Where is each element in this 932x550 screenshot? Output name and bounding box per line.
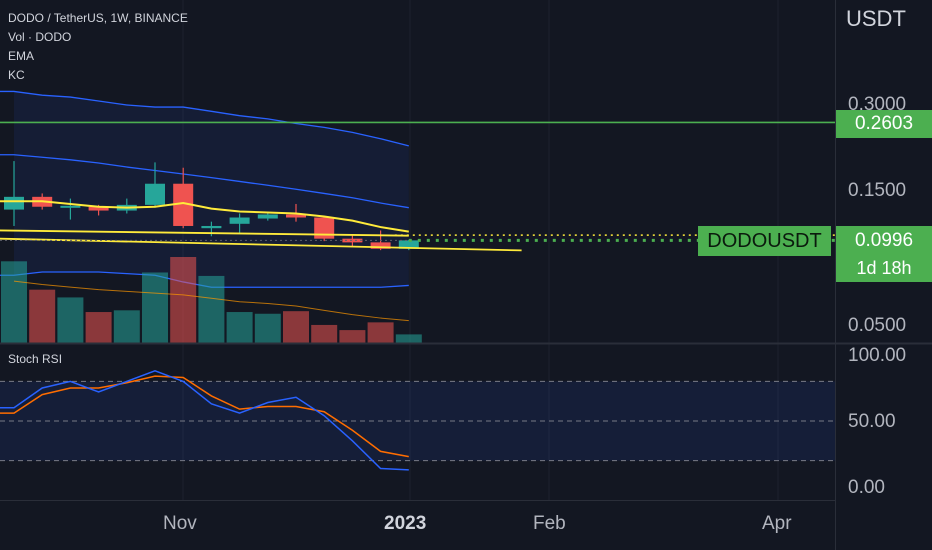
- volume-bar: [395, 334, 422, 343]
- symbol-tag: DODOUSDT: [698, 226, 831, 256]
- volume-bar: [311, 324, 338, 343]
- stoch-tick-label: 50.00: [848, 411, 896, 432]
- candle-body: [201, 225, 222, 229]
- stoch-tick-label: 100.00: [848, 345, 907, 366]
- price-tick-label: 0.0500: [848, 315, 907, 336]
- ema-series: [0, 200, 409, 233]
- candle-body: [60, 205, 81, 208]
- volume-bar: [198, 275, 225, 343]
- volume-bar: [283, 311, 309, 343]
- candle-body: [173, 183, 194, 226]
- time-tick-label-year: 2023: [384, 513, 427, 534]
- stoch-rsi-panel: [0, 370, 835, 471]
- volume-bar: [339, 330, 366, 343]
- candle-body: [88, 206, 109, 211]
- legend-volume[interactable]: Vol · DODO: [8, 30, 72, 44]
- resistance-price-tag: 0.2603: [836, 110, 932, 138]
- stoch-k-line: [0, 370, 409, 471]
- trendline-upper: [0, 229, 409, 237]
- legend-symbol[interactable]: DODO / TetherUS, 1W, BINANCE: [8, 11, 188, 25]
- time-tick-label: Nov: [163, 513, 197, 534]
- volume-bars: [1, 257, 422, 343]
- stoch-tick-label: 0.00: [848, 477, 885, 498]
- volume-bar: [57, 297, 84, 343]
- candle-body: [257, 214, 278, 219]
- candle[interactable]: [342, 235, 363, 247]
- kc-middle-line: [0, 154, 409, 209]
- legend-kc[interactable]: KC: [8, 68, 25, 82]
- stoch-d-line: [0, 375, 409, 458]
- volume-bar: [113, 310, 140, 343]
- keltner-channel: [0, 90, 409, 288]
- candle[interactable]: [229, 213, 250, 233]
- volume-bar: [1, 261, 27, 343]
- volume-bar: [226, 312, 253, 343]
- candles[interactable]: [4, 161, 419, 251]
- candle-body: [314, 217, 335, 239]
- kc-upper-line: [0, 90, 409, 147]
- stoch-rsi-title[interactable]: Stoch RSI: [8, 352, 63, 366]
- candle-body: [4, 196, 24, 210]
- candle-body: [342, 238, 363, 243]
- volume-bar: [254, 313, 281, 343]
- time-tick-label: Feb: [533, 513, 566, 534]
- candle[interactable]: [4, 161, 24, 226]
- chart-legend: DODO / TetherUS, 1W, BINANCE Vol · DODO …: [8, 9, 188, 85]
- volume-bar: [29, 289, 56, 343]
- volume-ma-line: [13, 280, 409, 322]
- candle[interactable]: [314, 216, 335, 242]
- volume-bar: [367, 322, 394, 343]
- volume-bar: [85, 312, 112, 343]
- last-price-value: 0.0996: [854, 230, 914, 251]
- candle[interactable]: [60, 198, 81, 220]
- volume-bar: [142, 272, 168, 343]
- candle-body: [145, 183, 165, 205]
- price-tick-label: 0.3000: [848, 94, 907, 115]
- candle-body: [229, 217, 250, 224]
- kc-band-fill: [14, 91, 409, 288]
- time-tick-label: Apr: [762, 513, 792, 534]
- legend-ema[interactable]: EMA: [8, 49, 35, 63]
- candle[interactable]: [145, 162, 165, 208]
- candle-body: [286, 214, 306, 218]
- candle[interactable]: [173, 167, 194, 229]
- candle-body: [398, 240, 419, 249]
- bar-countdown: 1d 18h: [856, 258, 912, 278]
- kc-lower-line: [0, 271, 409, 288]
- last-price-tag: 0.0996 1d 18h: [836, 226, 932, 282]
- currency-label: USDT: [846, 6, 906, 31]
- price-tick-label: 0.1500: [848, 180, 907, 201]
- candle-body: [370, 242, 391, 249]
- volume-bar: [170, 257, 197, 343]
